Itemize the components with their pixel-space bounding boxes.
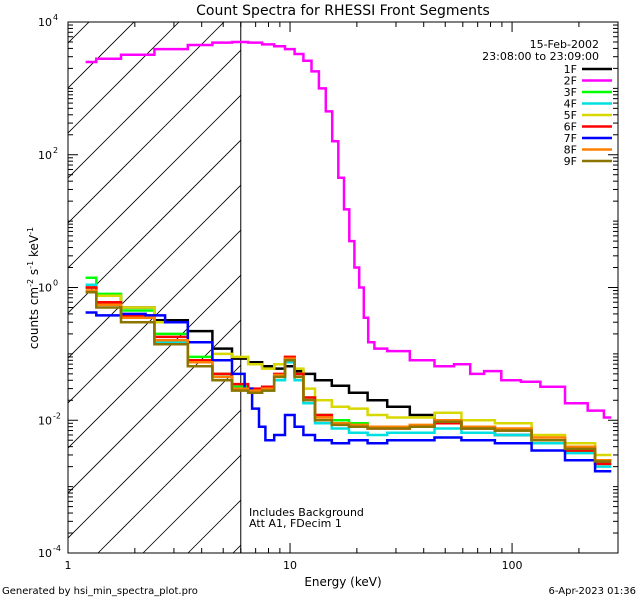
series-line-9F	[85, 290, 612, 463]
observation-time-range: 23:08:00 to 23:09:00	[482, 50, 599, 63]
hatch-lines	[68, 22, 241, 553]
y-label-exponent: -1	[26, 227, 35, 235]
legend-label-5F: 5F	[564, 109, 577, 122]
y-tick-exponent: 4	[53, 13, 58, 22]
legend-label-7F: 7F	[564, 132, 577, 145]
y-tick-exponent: 0	[53, 279, 58, 288]
y-tick-label: 10	[38, 414, 52, 427]
y-label-part: s	[27, 269, 41, 279]
legend-label-3F: 3F	[564, 86, 577, 99]
attenuator-hatch-region	[68, 22, 241, 553]
annotation-background: Includes Background	[249, 506, 364, 519]
y-tick-label: 10	[38, 547, 52, 560]
series-line-2F	[85, 40, 612, 419]
series-lines	[85, 40, 612, 473]
y-label-exponent: -2	[26, 279, 35, 287]
y-tick-exponent: -2	[53, 411, 61, 420]
y-tick-exponent: -4	[53, 544, 61, 553]
y-tick-label: 10	[38, 282, 52, 295]
x-axis-label: Energy (keV)	[304, 575, 381, 589]
y-axis-label: counts cm-2 s-1 keV-1	[26, 227, 41, 349]
x-tick-label: 100	[502, 559, 523, 572]
legend-label-6F: 6F	[564, 121, 577, 134]
chart-title: Count Spectra for RHESSI Front Segments	[196, 3, 490, 19]
y-label-part: keV	[27, 234, 41, 261]
y-tick-label: 10	[38, 16, 52, 29]
legend-label-2F: 2F	[564, 75, 577, 88]
y-label-part: counts cm	[27, 287, 41, 349]
legend-label-8F: 8F	[564, 144, 577, 157]
x-tick-label: 1	[65, 559, 72, 572]
footer-generated-by: Generated by hsi_min_spectra_plot.pro	[2, 586, 198, 597]
legend-label-9F: 9F	[564, 155, 577, 168]
footer-timestamp: 6-Apr-2023 01:36	[549, 586, 636, 597]
y-tick-label: 10	[38, 149, 52, 162]
x-tick-label: 10	[283, 559, 297, 572]
axis-ticks	[68, 22, 619, 554]
annotation-attenuator: Att A1, FDecim 1	[249, 517, 342, 530]
x-tick-labels: 1 10 100	[65, 559, 523, 572]
y-label-exponent: -1	[26, 261, 35, 269]
observation-date: 15-Feb-2002	[530, 38, 599, 51]
series-line-7F	[85, 311, 612, 473]
legend-label-4F: 4F	[564, 98, 577, 111]
legend-label-1F: 1F	[564, 63, 577, 76]
y-tick-exponent: 2	[53, 146, 58, 155]
